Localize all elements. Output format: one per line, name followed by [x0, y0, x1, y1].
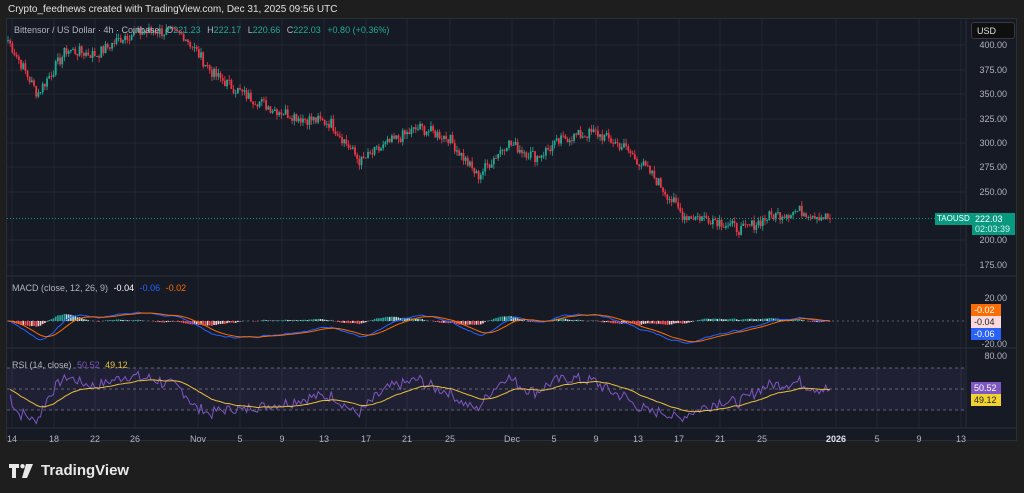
time-tick: 25 — [444, 434, 456, 444]
time-tick: 17 — [360, 434, 372, 444]
time-tick: 26 — [129, 434, 141, 444]
change-value: +0.80 (+0.36%) — [327, 25, 390, 35]
low-value: 220.66 — [252, 25, 281, 35]
symbol-label[interactable]: Bittensor / US Dollar · 4h · Coinbase — [14, 25, 160, 35]
rsi-ma-tag: 49.12 — [971, 394, 1001, 406]
time-tick: 22 — [89, 434, 101, 444]
time-tick: Dec — [503, 434, 521, 444]
macd-signal-tag: -0.02 — [971, 304, 1001, 316]
tradingview-brand[interactable]: TradingView — [9, 462, 129, 479]
price-tick: 325.00 — [979, 114, 1007, 124]
time-tick: 18 — [48, 434, 60, 444]
time-tick: 5 — [237, 434, 243, 444]
macd-axis-bottom: -20.00 — [981, 339, 1007, 349]
price-tick: 275.00 — [979, 162, 1007, 172]
tradingview-logo-icon — [9, 463, 33, 478]
time-tick: 21 — [401, 434, 413, 444]
price-tick: 375.00 — [979, 65, 1007, 75]
last-price: 222.03 — [975, 214, 1003, 224]
time-tick: 13 — [955, 434, 967, 444]
macd-title[interactable]: MACD (close, 12, 26, 9) — [12, 283, 109, 293]
brand-name: TradingView — [41, 462, 130, 479]
rsi-title[interactable]: RSI (14, close) — [12, 360, 72, 370]
time-tick: 5 — [874, 434, 880, 444]
open-value: 221.23 — [173, 25, 201, 35]
time-tick: 14 — [6, 434, 18, 444]
price-tick: 350.00 — [979, 89, 1007, 99]
high-value: 222.17 — [213, 25, 242, 35]
time-tick: 25 — [756, 434, 768, 444]
ticker-tag: TAOUSD — [935, 213, 972, 225]
time-tick: 9 — [916, 434, 922, 444]
last-price-tag: 222.03 02:03:39 — [972, 213, 1015, 235]
rsi-legend: RSI (14, close) 50.52 49.12 — [12, 360, 128, 370]
main-legend: Bittensor / US Dollar · 4h · Coinbase O2… — [14, 25, 390, 35]
currency-button[interactable]: USD — [971, 22, 1015, 39]
price-tick: 175.00 — [979, 260, 1007, 270]
time-tick: 17 — [673, 434, 685, 444]
time-tick: Nov — [189, 434, 207, 444]
bar-countdown: 02:03:39 — [975, 224, 1011, 234]
macd-line-value: -0.06 — [139, 283, 161, 293]
price-tick: 300.00 — [979, 138, 1007, 148]
time-tick: 2026 — [825, 434, 847, 444]
rsi-value: 50.52 — [77, 360, 100, 370]
close-value: 222.03 — [293, 25, 321, 35]
price-tick: 400.00 — [979, 40, 1007, 50]
macd-hist-tag: -0.04 — [971, 316, 1001, 328]
macd-signal-value: -0.02 — [165, 283, 187, 293]
rsi-ma-value: 49.12 — [105, 360, 128, 370]
price-tick: 250.00 — [979, 187, 1007, 197]
rsi-axis-top: 80.00 — [984, 351, 1007, 361]
price-tick: 200.00 — [979, 235, 1007, 245]
time-tick: 5 — [551, 434, 557, 444]
macd-legend: MACD (close, 12, 26, 9) -0.04 -0.06 -0.0… — [12, 283, 186, 293]
time-tick: 9 — [593, 434, 599, 444]
macd-line-tag: -0.06 — [971, 328, 1001, 340]
time-tick: 13 — [318, 434, 330, 444]
time-tick: 21 — [714, 434, 726, 444]
time-tick: 9 — [279, 434, 285, 444]
rsi-tag: 50.52 — [971, 382, 1001, 394]
time-tick: 13 — [632, 434, 644, 444]
macd-axis-top: 20.00 — [984, 293, 1007, 303]
macd-hist-value: -0.04 — [113, 283, 135, 293]
chart-credit: Crypto_feednews created with TradingView… — [8, 4, 338, 15]
